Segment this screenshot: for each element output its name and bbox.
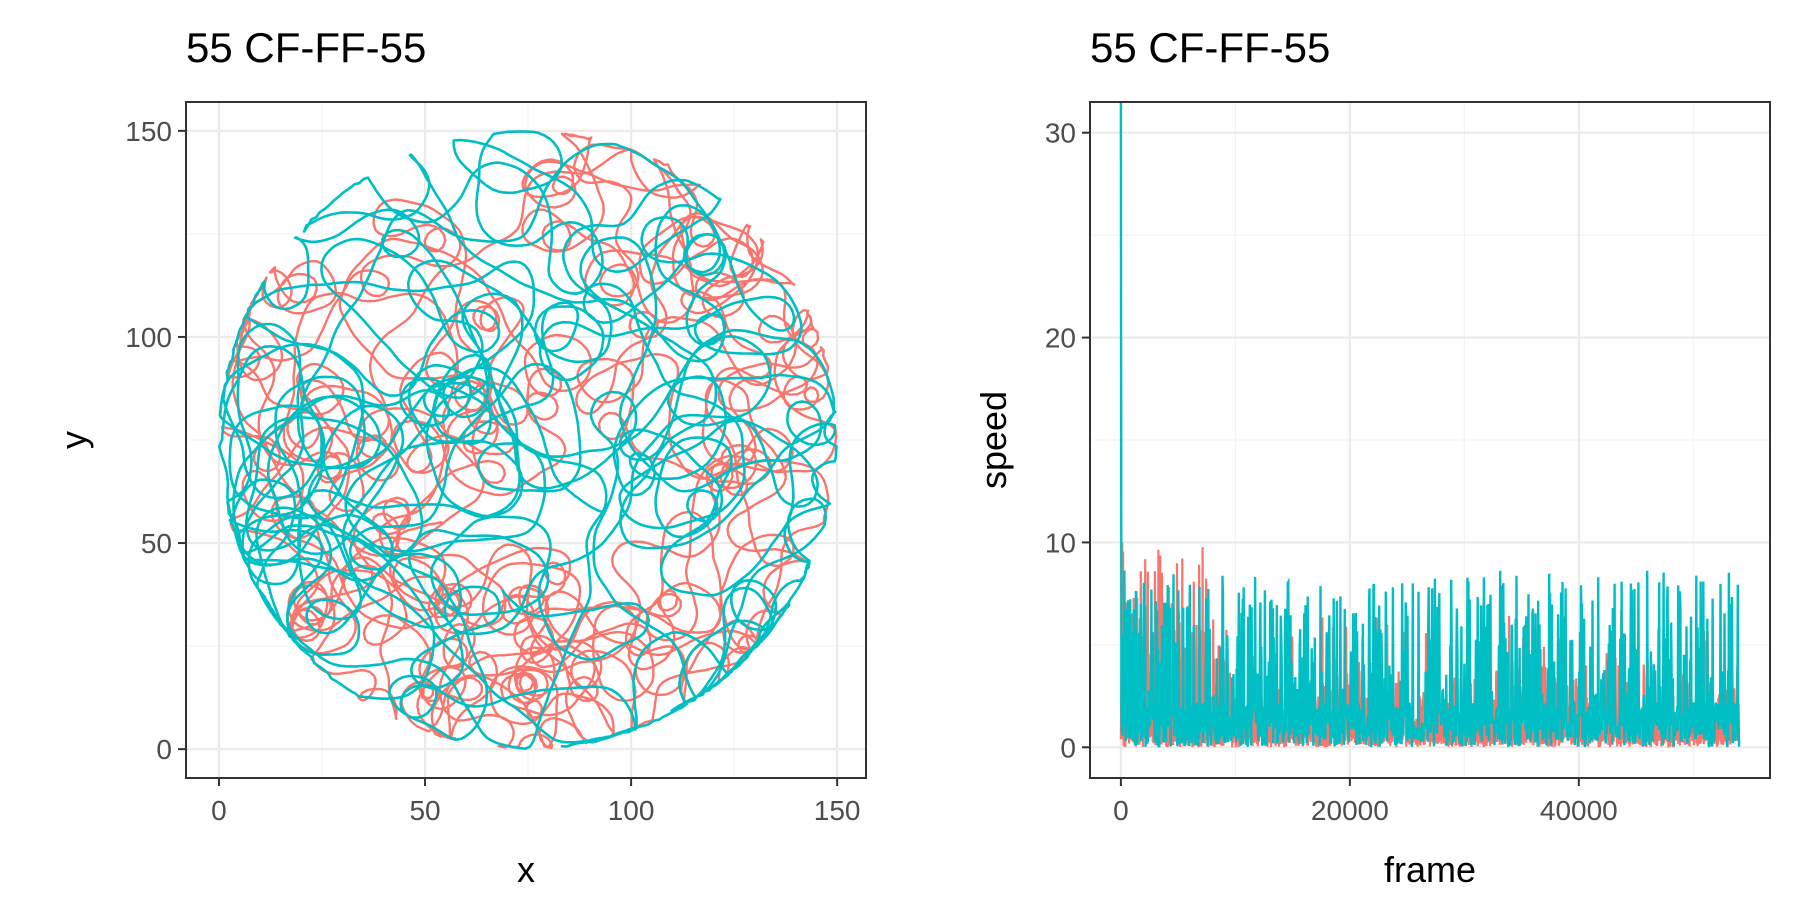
- speed-x-tick-label: 40000: [1540, 795, 1618, 826]
- speed-line-group-2: [1119, 101, 1741, 748]
- speed-x-tick-label: 20000: [1311, 795, 1389, 826]
- trajectory-x-axis-title: x: [517, 849, 535, 890]
- speed-x-tick-label: 0: [1113, 795, 1129, 826]
- speed-x-axis-title: frame: [1384, 849, 1476, 890]
- speed-axes: 0 20000 40000 0 10 20 30: [1045, 118, 1618, 826]
- speed-panel: 55 CF-FF-55 0 20000 40000 0 10 20 30 frame spe…: [973, 24, 1771, 890]
- trajectory-x-tick-label: 0: [211, 795, 227, 826]
- trajectory-axes: 0 50 100 150 0 50 100 150: [125, 116, 860, 826]
- trajectory-panel-border: [185, 101, 867, 779]
- speed-y-axis-title: speed: [973, 391, 1014, 489]
- trajectory-line-group-2: [218, 130, 838, 750]
- trajectory-x-tick-label: 100: [608, 795, 655, 826]
- trajectory-plot-title: 55 CF-FF-55: [186, 24, 426, 71]
- trajectory-y-tick-label: 100: [125, 322, 172, 353]
- trajectory-x-tick-label: 150: [814, 795, 861, 826]
- trajectory-series: [218, 130, 838, 750]
- trajectory-y-axis-title: y: [53, 431, 94, 449]
- speed-panel-border: [1089, 101, 1771, 779]
- speed-plot-title: 55 CF-FF-55: [1090, 24, 1330, 71]
- trajectory-y-tick-label: 150: [125, 116, 172, 147]
- speed-y-tick-label: 10: [1045, 527, 1076, 558]
- trajectory-y-tick-label: 0: [156, 734, 172, 765]
- speed-y-tick-label: 20: [1045, 323, 1076, 354]
- trajectory-x-tick-label: 50: [409, 795, 440, 826]
- speed-y-tick-label: 0: [1060, 732, 1076, 763]
- speed-series: [1119, 101, 1741, 748]
- speed-y-tick-label: 30: [1045, 118, 1076, 149]
- trajectory-panel: 55 CF-FF-55 0 50 100 150 0 50 100 150 x y: [53, 24, 867, 890]
- trajectory-y-tick-label: 50: [141, 528, 172, 559]
